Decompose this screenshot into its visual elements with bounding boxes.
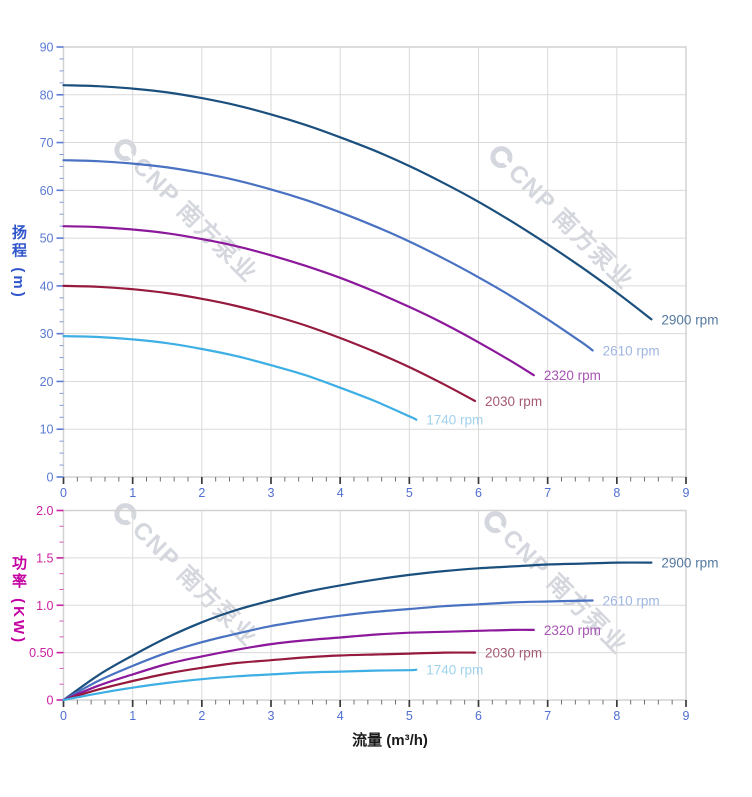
series-label-2030rpm: 2030 rpm: [485, 646, 542, 661]
y-tick-label: 2.0: [36, 504, 53, 518]
x-tick-label: 7: [544, 709, 551, 723]
y-tick-label: 1.5: [36, 551, 53, 565]
head-y-axis-title: 扬程 (m): [10, 224, 27, 300]
series-label-2900rpm: 2900 rpm: [661, 312, 718, 327]
y-tick-label: 10: [40, 423, 54, 437]
x-tick-label: 5: [406, 709, 413, 723]
x-tick-label: 6: [475, 709, 482, 723]
series-curve-2900rpm: [62, 84, 653, 321]
series-label-1740rpm: 1740 rpm: [426, 413, 483, 428]
watermark-text: CNP 南方泵业: [497, 524, 633, 660]
y-tick-label: 0: [47, 694, 54, 708]
x-tick-label: 1: [129, 486, 136, 500]
flow-x-axis-title: 流量 (m³/h): [352, 732, 428, 749]
series-curve-1740rpm: [62, 668, 418, 702]
y-tick-label: 0.50: [29, 646, 53, 660]
power-y-axis-title: 功率 (KW): [10, 554, 27, 646]
y-tick-label: 40: [40, 279, 54, 293]
y-tick-label: 50: [40, 232, 54, 246]
x-tick-label: 9: [683, 486, 690, 500]
series-label-2610rpm: 2610 rpm: [603, 594, 660, 609]
series-label-2030rpm: 2030 rpm: [485, 394, 542, 409]
x-tick-label: 0: [60, 486, 67, 500]
watermark: CNP 南方泵业: [490, 146, 639, 295]
x-tick-label: 7: [544, 486, 551, 500]
series-label-2320rpm: 2320 rpm: [544, 623, 601, 638]
series-curve-2610rpm: [62, 159, 594, 352]
x-tick-label: 8: [613, 709, 620, 723]
x-tick-label: 6: [475, 486, 482, 500]
series-label-2320rpm: 2320 rpm: [544, 368, 601, 383]
cnp-logo-icon: [114, 503, 137, 526]
y-tick-label: 30: [40, 327, 54, 341]
series-label-2610rpm: 2610 rpm: [603, 343, 660, 358]
series-label-2900rpm: 2900 rpm: [661, 556, 718, 571]
x-tick-label: 2: [198, 486, 205, 500]
series-curve-2610rpm: [62, 599, 594, 702]
cnp-logo-icon: [114, 139, 137, 162]
series-curve-2030rpm: [62, 284, 477, 403]
x-tick-label: 1: [129, 709, 136, 723]
x-tick-label: 2: [198, 709, 205, 723]
series-curve-2320rpm: [62, 628, 535, 702]
series-label-1740rpm: 1740 rpm: [426, 663, 483, 678]
x-tick-label: 9: [683, 709, 690, 723]
cnp-logo-icon: [484, 511, 507, 534]
x-tick-label: 8: [613, 486, 620, 500]
y-tick-label: 80: [40, 88, 54, 102]
x-tick-label: 5: [406, 486, 413, 500]
y-tick-label: 60: [40, 184, 54, 198]
series-curve-2320rpm: [62, 225, 535, 377]
series-curve-2030rpm: [62, 651, 477, 702]
y-tick-label: 0: [47, 471, 54, 485]
x-tick-label: 4: [337, 486, 344, 500]
x-tick-label: 3: [268, 486, 275, 500]
watermark-text: CNP 南方泵业: [503, 159, 639, 295]
y-tick-label: 70: [40, 136, 54, 150]
y-tick-label: 20: [40, 375, 54, 389]
x-tick-label: 0: [60, 709, 67, 723]
series-curve-2900rpm: [62, 561, 653, 702]
series-curve-1740rpm: [62, 335, 418, 421]
x-tick-label: 3: [268, 709, 275, 723]
x-tick-label: 4: [337, 709, 344, 723]
cnp-logo-icon: [490, 146, 513, 169]
y-tick-label: 1.0: [36, 599, 53, 613]
y-tick-label: 90: [40, 41, 54, 55]
